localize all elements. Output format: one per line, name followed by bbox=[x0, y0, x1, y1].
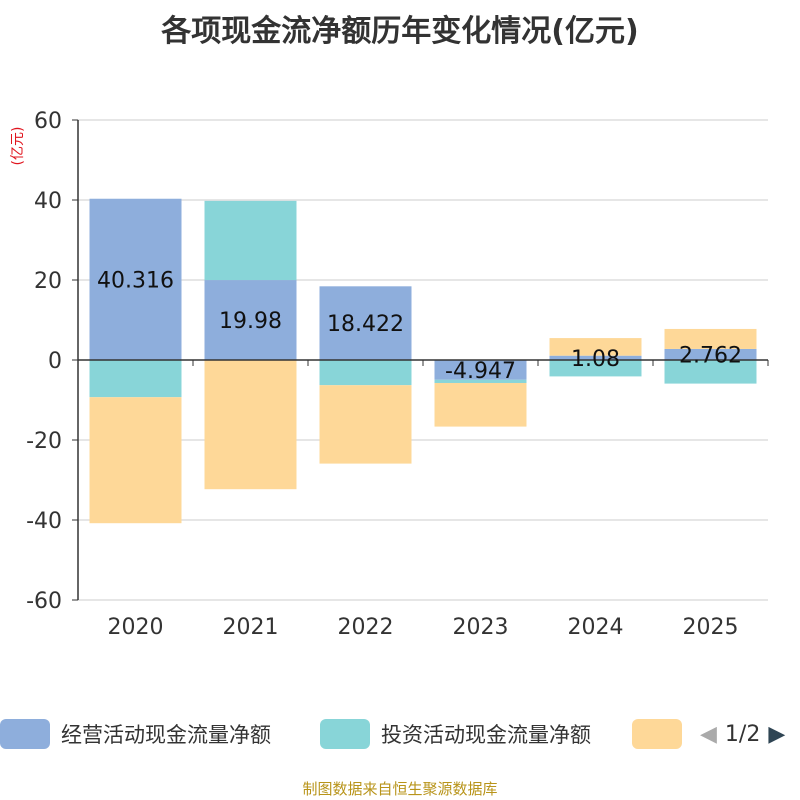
y-tick-label: 0 bbox=[48, 349, 62, 374]
y-tick-label: 20 bbox=[34, 269, 62, 294]
pager-next-icon[interactable]: ▶ bbox=[768, 721, 786, 747]
legend-item-investing[interactable]: 投资活动现金流量净额 bbox=[320, 716, 591, 752]
bar-2021-series-1 bbox=[204, 200, 297, 281]
bar-2023-series-0 bbox=[434, 360, 527, 380]
y-tick-label: -40 bbox=[26, 509, 62, 534]
y-tick-label: 40 bbox=[34, 189, 62, 214]
bar-2020-series-1 bbox=[89, 360, 182, 398]
legend-pager: ◀ 1/2 ▶ bbox=[700, 716, 785, 752]
legend-item-third[interactable] bbox=[632, 716, 682, 752]
y-tick-label: 60 bbox=[34, 109, 62, 134]
x-tick-label-2025: 2025 bbox=[683, 615, 739, 640]
bar-2025-series-0 bbox=[664, 348, 757, 360]
bar-2024-series-0 bbox=[549, 355, 642, 360]
bar-2025-series-1 bbox=[664, 360, 757, 384]
bar-2024-series-1 bbox=[549, 360, 642, 377]
y-tick-label: -60 bbox=[26, 589, 62, 614]
legend: 经营活动现金流量净额 投资活动现金流量净额 ◀ 1/2 ▶ bbox=[0, 716, 800, 752]
bar-2022-series-0 bbox=[319, 286, 412, 360]
pager-text: 1/2 bbox=[724, 721, 761, 747]
data-label-2023: -4.947 bbox=[445, 359, 516, 384]
x-tick-label-2021: 2021 bbox=[223, 615, 279, 640]
legend-swatch-operating bbox=[0, 719, 50, 749]
x-tick-label-2020: 2020 bbox=[108, 615, 164, 640]
legend-swatch-third bbox=[632, 719, 682, 749]
data-source: 制图数据来自恒生聚源数据库 bbox=[302, 780, 498, 798]
data-label-2022: 18.422 bbox=[327, 312, 404, 337]
chart-canvas: 60 40 20 0 -20 -40 -60 (亿元) 2020 2021 2022 2023 2024… bbox=[10, 109, 769, 640]
x-tick-label-2024: 2024 bbox=[568, 615, 624, 640]
bar-2020-series-0 bbox=[89, 198, 182, 360]
bar-2022-series-2 bbox=[319, 385, 412, 464]
legend-swatch-investing bbox=[320, 719, 370, 749]
data-label-2021: 19.98 bbox=[219, 309, 282, 334]
pager-prev-icon[interactable]: ◀ bbox=[700, 721, 717, 747]
bar-2024-series-2 bbox=[549, 338, 642, 356]
bar-2023-series-2 bbox=[434, 382, 527, 427]
bar-2020-series-2 bbox=[89, 397, 182, 524]
chart-title: 各项现金流净额历年变化情况(亿元) bbox=[161, 14, 639, 49]
bar-2025-series-2 bbox=[664, 328, 757, 349]
legend-label-operating: 经营活动现金流量净额 bbox=[61, 723, 271, 747]
data-label-2020: 40.316 bbox=[97, 268, 174, 293]
x-tick-label-2022: 2022 bbox=[338, 615, 394, 640]
bar-2022-series-1 bbox=[319, 360, 412, 386]
x-tick-label-2023: 2023 bbox=[453, 615, 509, 640]
bar-2021-series-2 bbox=[204, 360, 297, 490]
data-label-2025: 2.762 bbox=[679, 343, 742, 368]
y-axis-label: (亿元) bbox=[10, 127, 26, 166]
bar-2021-series-0 bbox=[204, 280, 297, 360]
y-tick-label: -20 bbox=[26, 429, 62, 454]
bar-2023-series-1 bbox=[434, 379, 527, 383]
data-label-2024: 1.08 bbox=[571, 347, 620, 372]
legend-item-operating[interactable]: 经营活动现金流量净额 bbox=[0, 716, 271, 752]
legend-label-investing: 投资活动现金流量净额 bbox=[381, 723, 591, 747]
